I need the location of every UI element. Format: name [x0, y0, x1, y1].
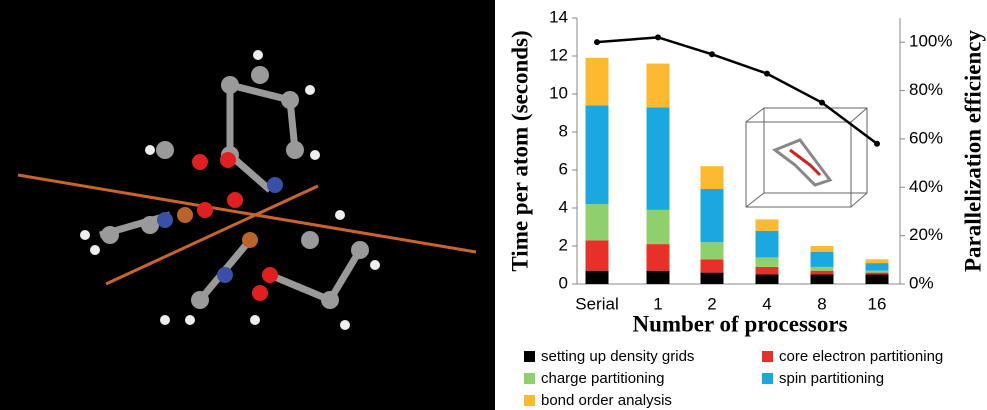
legend-label: charge partitioning — [541, 370, 664, 387]
y-tick-label: 4 — [559, 197, 568, 216]
bar-segment — [585, 105, 609, 205]
legend-label: bond order analysis — [541, 392, 672, 409]
bar-segment — [865, 270, 889, 273]
legend-swatch — [762, 373, 773, 384]
bar-segment — [585, 240, 609, 271]
x-tick-label: Serial — [575, 294, 618, 313]
legend-label: core electron partitioning — [779, 348, 943, 365]
legend-swatch — [524, 395, 535, 406]
bar-segment — [700, 189, 724, 243]
bar-segment — [810, 246, 834, 252]
y2-tick-label: 0% — [909, 273, 934, 292]
efficiency-line — [596, 36, 878, 145]
y2-tick-label: 60% — [909, 128, 943, 147]
x-tick-label: 16 — [868, 294, 887, 313]
y-axis-label: Time per atom (seconds) — [507, 30, 532, 271]
bar-segment — [585, 270, 609, 284]
y-tick-label: 8 — [559, 121, 568, 140]
y2-tick-label: 40% — [909, 177, 943, 196]
bar-segment — [755, 230, 779, 258]
bar-segment — [700, 166, 724, 189]
y-tick-label: 0 — [559, 273, 568, 292]
y-tick-label: 12 — [549, 45, 568, 64]
bar-segment — [755, 219, 779, 231]
bar-segment — [865, 272, 889, 275]
bar-segment — [865, 263, 889, 271]
x-tick-label: 4 — [762, 294, 771, 313]
legend-swatch — [524, 351, 535, 362]
efficiency-point — [594, 39, 600, 46]
molecule-panel — [0, 0, 495, 410]
bar-segment — [810, 251, 834, 267]
bar-segment — [646, 270, 670, 284]
bar-segment — [810, 266, 834, 271]
efficiency-point — [819, 99, 825, 106]
bar-segment — [646, 107, 670, 210]
bar-segment — [646, 63, 670, 108]
y-tick-label: 10 — [549, 83, 568, 102]
y2-tick-label: 20% — [909, 225, 943, 244]
bar-segment — [755, 274, 779, 284]
bar-segment — [755, 257, 779, 267]
y-tick-label: 2 — [559, 235, 568, 254]
bar-segment — [585, 57, 609, 106]
efficiency-point — [764, 70, 770, 77]
bar-segment — [810, 270, 834, 275]
bar-segment — [646, 209, 670, 245]
efficiency-point — [709, 51, 715, 58]
legend-swatch — [524, 373, 535, 384]
y-tick-label: 6 — [559, 159, 568, 178]
bar-segment — [810, 274, 834, 284]
bar-segment — [585, 204, 609, 241]
y2-tick-label: 100% — [909, 32, 952, 51]
x-tick-label: 1 — [653, 294, 662, 313]
y-tick-label: 14 — [549, 7, 568, 26]
legend-swatch — [762, 351, 773, 362]
x-tick-label: 2 — [707, 294, 716, 313]
bar-segment — [865, 259, 889, 264]
bar-segment — [700, 242, 724, 260]
legend-label: spin partitioning — [779, 370, 884, 387]
bar-segment — [700, 259, 724, 273]
x-axis-label: Number of processors — [632, 311, 847, 336]
bar-segment — [865, 274, 889, 284]
efficiency-point — [655, 34, 661, 41]
efficiency-point — [874, 140, 880, 147]
inset-box — [745, 107, 868, 208]
bar-segment — [646, 244, 670, 271]
bar-segment — [755, 266, 779, 275]
y2-tick-label: 80% — [909, 80, 943, 99]
bar-segment — [700, 272, 724, 284]
legend-label: setting up density grids — [541, 348, 694, 365]
x-tick-label: 8 — [817, 294, 826, 313]
y2-axis-label: Parallelization efficiency — [960, 29, 985, 272]
